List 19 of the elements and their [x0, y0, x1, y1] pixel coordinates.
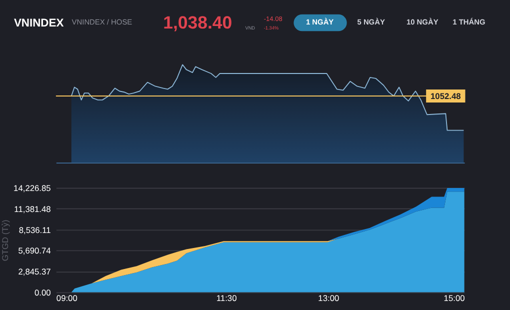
text: 1 THÁNG	[452, 18, 486, 27]
y-tick-label: 8,536.11	[18, 224, 52, 235]
x-tick-label: 15:00	[444, 293, 466, 304]
x-tick-label: 09:00	[56, 293, 78, 304]
y-tick-label: 11,381.48	[14, 204, 52, 214]
y-axis-title: GTGD (Tỷ)	[0, 220, 10, 262]
y-tick-label: 5,690.74	[18, 246, 52, 256]
text: VNINDEX / HOSE	[72, 18, 132, 27]
x-tick-label: 13:00	[318, 293, 340, 304]
text: 1,038.40	[163, 12, 232, 32]
text: 5 NGÀY	[357, 18, 385, 27]
text: 10 NGÀY	[406, 18, 438, 27]
y-tick-label: 2,845.37	[18, 266, 52, 277]
text: VNINDEX	[14, 17, 64, 30]
y-tick-label: 0.00	[34, 287, 52, 298]
annotation: 1052.48	[430, 90, 462, 101]
x-tick-label: 11:30	[216, 293, 238, 304]
text: 1 NGÀY	[306, 18, 334, 27]
y-tick-label: 14,226.85	[14, 183, 52, 194]
